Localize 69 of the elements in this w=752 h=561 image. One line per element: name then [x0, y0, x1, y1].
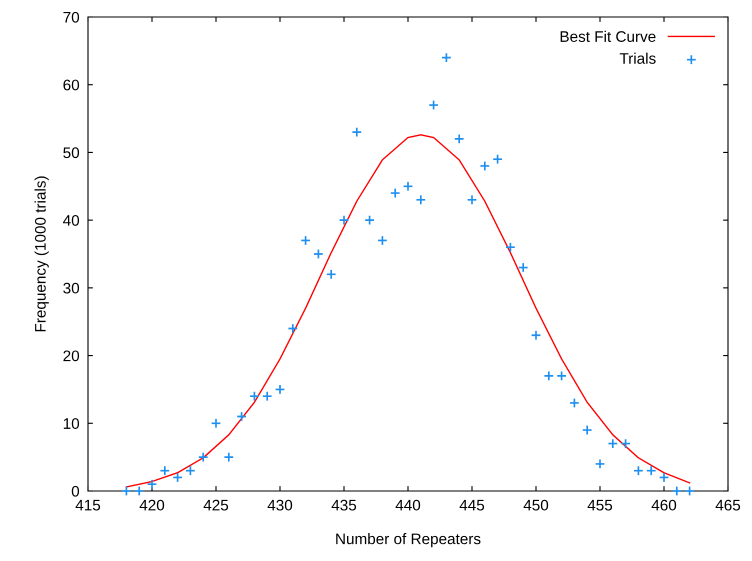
x-tick-label: 425: [204, 500, 228, 511]
point: [121, 486, 132, 496]
point: [288, 323, 298, 334]
point: [633, 465, 644, 476]
x-tick-label: 455: [588, 500, 612, 511]
point: [326, 269, 336, 280]
y-tick-label: 10: [64, 418, 80, 429]
point: [274, 384, 286, 395]
point: [185, 465, 196, 476]
legend-label: Best Fit Curve: [560, 30, 656, 42]
x-axis-title: Number of Repeaters: [336, 533, 480, 548]
y-tick-label: 20: [63, 350, 80, 362]
point: [146, 479, 158, 490]
point: [313, 248, 324, 260]
y-tick-label: 0: [72, 486, 80, 497]
point: [480, 160, 490, 172]
x-tick-label: 430: [268, 500, 292, 511]
x-tick-label: 460: [652, 500, 676, 511]
point: [160, 465, 170, 476]
point: [236, 411, 247, 422]
point: [172, 472, 183, 483]
point: [134, 486, 144, 496]
point: [377, 235, 388, 246]
point: [620, 438, 631, 449]
point: [582, 424, 592, 436]
y-tick-label: 30: [63, 282, 80, 294]
x-tick-label: 465: [716, 500, 740, 511]
point: [646, 465, 656, 476]
y-tick-label: 70: [63, 12, 80, 23]
point: [416, 194, 426, 206]
point: [594, 458, 606, 470]
line-series: [126, 134, 690, 488]
point: [454, 134, 464, 144]
y-axis-title: Frequency (1000 trials): [34, 176, 49, 332]
point: [364, 214, 375, 226]
point: [198, 452, 208, 462]
point: [684, 486, 695, 496]
point: [390, 188, 400, 198]
point: [492, 154, 503, 164]
point: [672, 486, 682, 496]
legend-label: Trials: [620, 52, 656, 64]
point: [530, 330, 542, 340]
point: [569, 398, 580, 408]
point: [402, 181, 414, 192]
point: [262, 390, 272, 402]
x-tick-label: 440: [396, 500, 420, 511]
point: [352, 126, 362, 138]
point: [658, 472, 670, 483]
point: [428, 100, 439, 110]
x-tick-label: 450: [524, 500, 548, 511]
point: [249, 390, 260, 402]
x-tick-label: 445: [460, 500, 484, 511]
x-tick-label: 415: [76, 500, 100, 511]
y-tick-label: 50: [63, 147, 80, 158]
point: [505, 242, 516, 252]
x-tick-label: 435: [332, 500, 356, 511]
point: [441, 52, 452, 63]
point: [556, 370, 567, 382]
y-tick-label: 60: [63, 80, 80, 90]
point: [518, 262, 528, 273]
point: [300, 235, 311, 246]
y-tick-label: 40: [63, 215, 80, 226]
point: [210, 418, 222, 429]
x-tick-label: 420: [140, 500, 164, 511]
point: [224, 452, 234, 462]
point: [338, 214, 350, 226]
point: [466, 194, 478, 206]
point: [544, 370, 554, 382]
point: [608, 438, 618, 449]
